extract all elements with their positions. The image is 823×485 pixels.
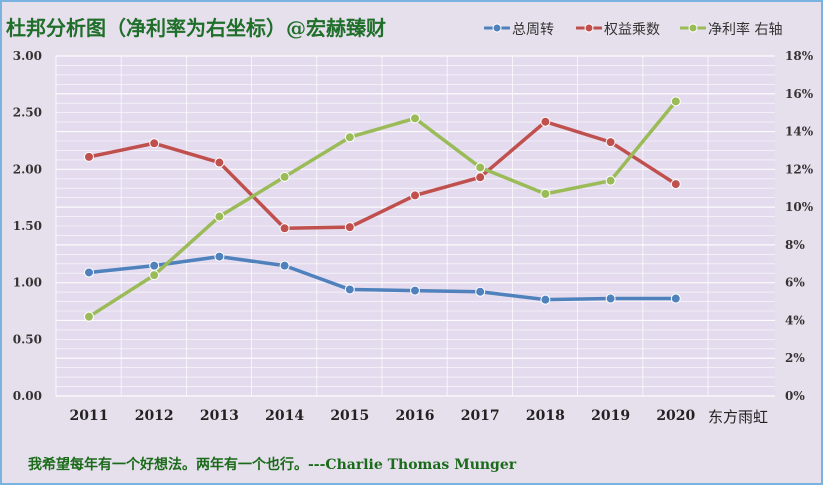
series-line-2 <box>87 99 678 319</box>
y-left-tick-label: 0.50 <box>13 332 42 346</box>
data-point-0-2 <box>214 251 225 262</box>
data-point-1-1 <box>149 138 160 149</box>
legend-label-0: 总周转 <box>512 22 554 38</box>
data-point-2-6 <box>475 162 486 173</box>
legend-label-2: 净利率 右轴 <box>708 22 783 38</box>
y-right-tick-label: 8% <box>785 238 805 252</box>
y-right-tick-label: 14% <box>785 125 814 139</box>
y-right-tick-label: 16% <box>785 87 814 101</box>
data-point-0-6 <box>475 286 486 297</box>
y-right-tick-label: 0% <box>785 389 805 403</box>
data-point-1-2 <box>214 157 225 168</box>
x-tick-label: 2014 <box>265 408 304 424</box>
y-left-tick-label: 2.00 <box>13 162 42 176</box>
y-right-tick-label: 10% <box>785 200 814 214</box>
data-point-1-8 <box>605 137 616 148</box>
data-point-0-0 <box>84 267 94 278</box>
data-point-2-1 <box>149 270 160 281</box>
data-point-0-3 <box>279 260 290 271</box>
x-tick-label: 2016 <box>396 408 435 424</box>
x-tick-label: 2011 <box>70 408 109 424</box>
data-point-1-3 <box>279 223 290 234</box>
data-point-0-1 <box>149 260 160 271</box>
x-tick-label: 2019 <box>591 408 630 424</box>
data-point-0-7 <box>540 294 551 305</box>
y-right-tick-label: 4% <box>785 313 805 327</box>
data-point-2-3 <box>279 171 290 182</box>
y-left-tick-label: 1.00 <box>13 276 42 290</box>
y-left-tick-label: 1.50 <box>13 219 42 233</box>
data-point-1-5 <box>410 190 420 201</box>
data-point-1-4 <box>344 222 355 233</box>
data-point-0-9 <box>670 293 681 304</box>
data-point-0-4 <box>344 284 355 295</box>
data-point-0-8 <box>605 293 616 304</box>
y-right-tick-label: 18% <box>785 49 814 63</box>
x-tick-label: 2015 <box>330 408 369 424</box>
data-point-2-8 <box>605 175 616 186</box>
data-point-1-9 <box>670 179 681 190</box>
y-right-tick-label: 2% <box>785 351 805 365</box>
quote-text: 我希望每年有一个好想法。两年有一个也行。---Charlie Thomas Mu… <box>28 457 517 473</box>
data-point-2-4 <box>344 132 355 143</box>
legend-marker-0 <box>484 23 510 33</box>
y-left-tick-label: 2.50 <box>13 106 42 120</box>
data-point-1-7 <box>540 116 551 127</box>
x-tick-label: 2012 <box>135 408 174 424</box>
y-right-tick-label: 12% <box>785 162 814 176</box>
y-left-tick-label: 0.00 <box>13 389 42 403</box>
x-tick-label: 2013 <box>200 408 239 424</box>
data-point-2-2 <box>214 211 225 222</box>
x-tick-label: 2020 <box>656 408 695 424</box>
x-tick-label: 2018 <box>526 408 565 424</box>
series-line-0 <box>87 254 678 302</box>
legend-marker-1 <box>576 23 602 33</box>
data-point-1-0 <box>84 151 94 162</box>
x-tick-label: 2017 <box>461 408 500 424</box>
legend-label-1: 权益乘数 <box>604 22 660 38</box>
data-point-2-5 <box>410 113 420 124</box>
y-right-tick-label: 6% <box>785 276 805 290</box>
watermark-label: 东方雨虹 <box>708 408 769 426</box>
data-point-0-5 <box>410 285 420 296</box>
data-point-2-0 <box>84 311 94 322</box>
data-point-1-6 <box>475 172 486 183</box>
data-point-2-7 <box>540 188 551 199</box>
chart-title: 杜邦分析图（净利率为右坐标）@宏赫臻财 <box>6 16 386 40</box>
legend-marker-2 <box>680 23 706 33</box>
data-point-2-9 <box>670 96 681 107</box>
y-left-tick-label: 3.00 <box>13 49 42 63</box>
series-line-1 <box>87 119 678 231</box>
